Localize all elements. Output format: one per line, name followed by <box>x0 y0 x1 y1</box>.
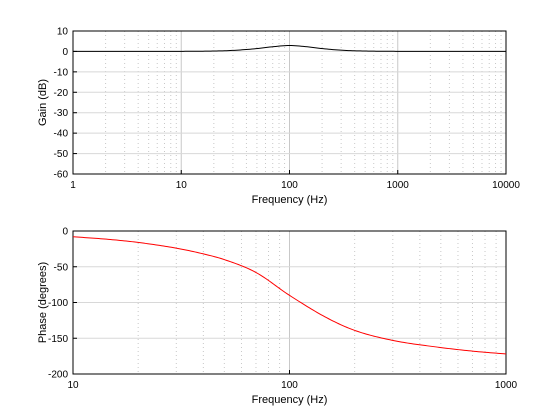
x-tick-label: 1000 <box>387 180 410 191</box>
x-tick-label: 10000 <box>492 180 520 191</box>
x-axis-label: Frequency (Hz) <box>252 194 328 206</box>
y-tick-label: -150 <box>48 334 68 345</box>
x-tick-label: 100 <box>281 180 298 191</box>
chart-1: 100-10-20-30-40-50-601 10 100 1000 10000Freq… <box>37 27 520 207</box>
axis-box <box>72 30 507 175</box>
y-tick-label: 0 <box>62 47 68 58</box>
x-tick-label: 1 <box>70 180 76 191</box>
x-tick-label: 10 <box>67 380 79 391</box>
series-line-1 <box>73 44 506 52</box>
y-tick-label: -40 <box>54 129 69 140</box>
x-axis-label: Frequency (Hz) <box>252 394 328 406</box>
x-tick-label: 100 <box>281 380 298 391</box>
y-tick-label: -50 <box>54 149 69 160</box>
y-tick-label: -100 <box>48 298 68 309</box>
x-tick-label: 1000 <box>495 380 518 391</box>
y-tick-label: 0 <box>62 227 68 238</box>
axis-box <box>72 230 507 375</box>
y-tick-label: -60 <box>54 170 69 181</box>
y-tick-label: -50 <box>54 262 69 273</box>
series-line-1 <box>72 236 507 355</box>
x-tick-label: 10 <box>176 180 188 191</box>
y-tick-label: -30 <box>54 108 69 119</box>
y-axis-label: Phase (degrees) <box>37 262 49 343</box>
y-tick-label: -200 <box>48 370 68 381</box>
y-axis-label: Gain (dB) <box>37 79 49 126</box>
y-tick-label: -10 <box>54 67 69 78</box>
y-tick-label: 10 <box>57 27 69 38</box>
y-tick-label: -20 <box>54 88 69 99</box>
